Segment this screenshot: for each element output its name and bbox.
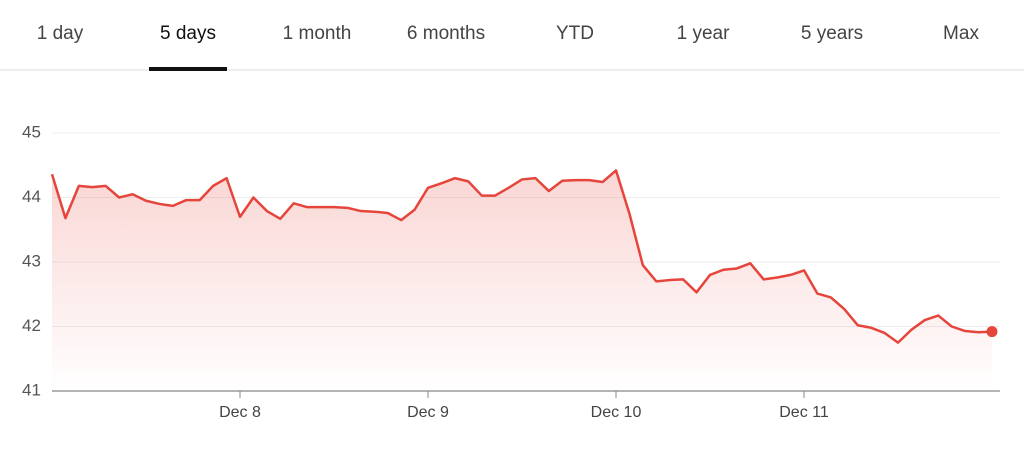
x-tick-label: Dec 11	[779, 404, 829, 421]
x-tick-label: Dec 9	[407, 404, 449, 421]
y-tick-label: 43	[22, 251, 41, 270]
tab-selected-indicator	[149, 67, 227, 71]
tab[interactable]: 1 year	[677, 23, 730, 44]
tab[interactable]: 1 month	[283, 23, 352, 44]
tab[interactable]: 6 months	[407, 23, 485, 44]
x-tick-label: Dec 10	[591, 404, 642, 421]
y-tick-label: 44	[22, 187, 41, 206]
price-line	[50, 169, 993, 344]
tab[interactable]: 1 day	[37, 23, 84, 44]
y-tick-label: 45	[22, 122, 41, 141]
tab[interactable]: YTD	[556, 23, 594, 44]
y-tick-label: 41	[22, 380, 41, 399]
area	[52, 170, 992, 391]
tab[interactable]: 5 days	[160, 23, 216, 44]
y-tick-label: 42	[22, 316, 41, 335]
tab[interactable]: Max	[943, 23, 979, 44]
tab[interactable]: 5 years	[801, 23, 863, 44]
last-price-dot	[986, 326, 998, 338]
x-tick-label: Dec 8	[219, 404, 261, 421]
